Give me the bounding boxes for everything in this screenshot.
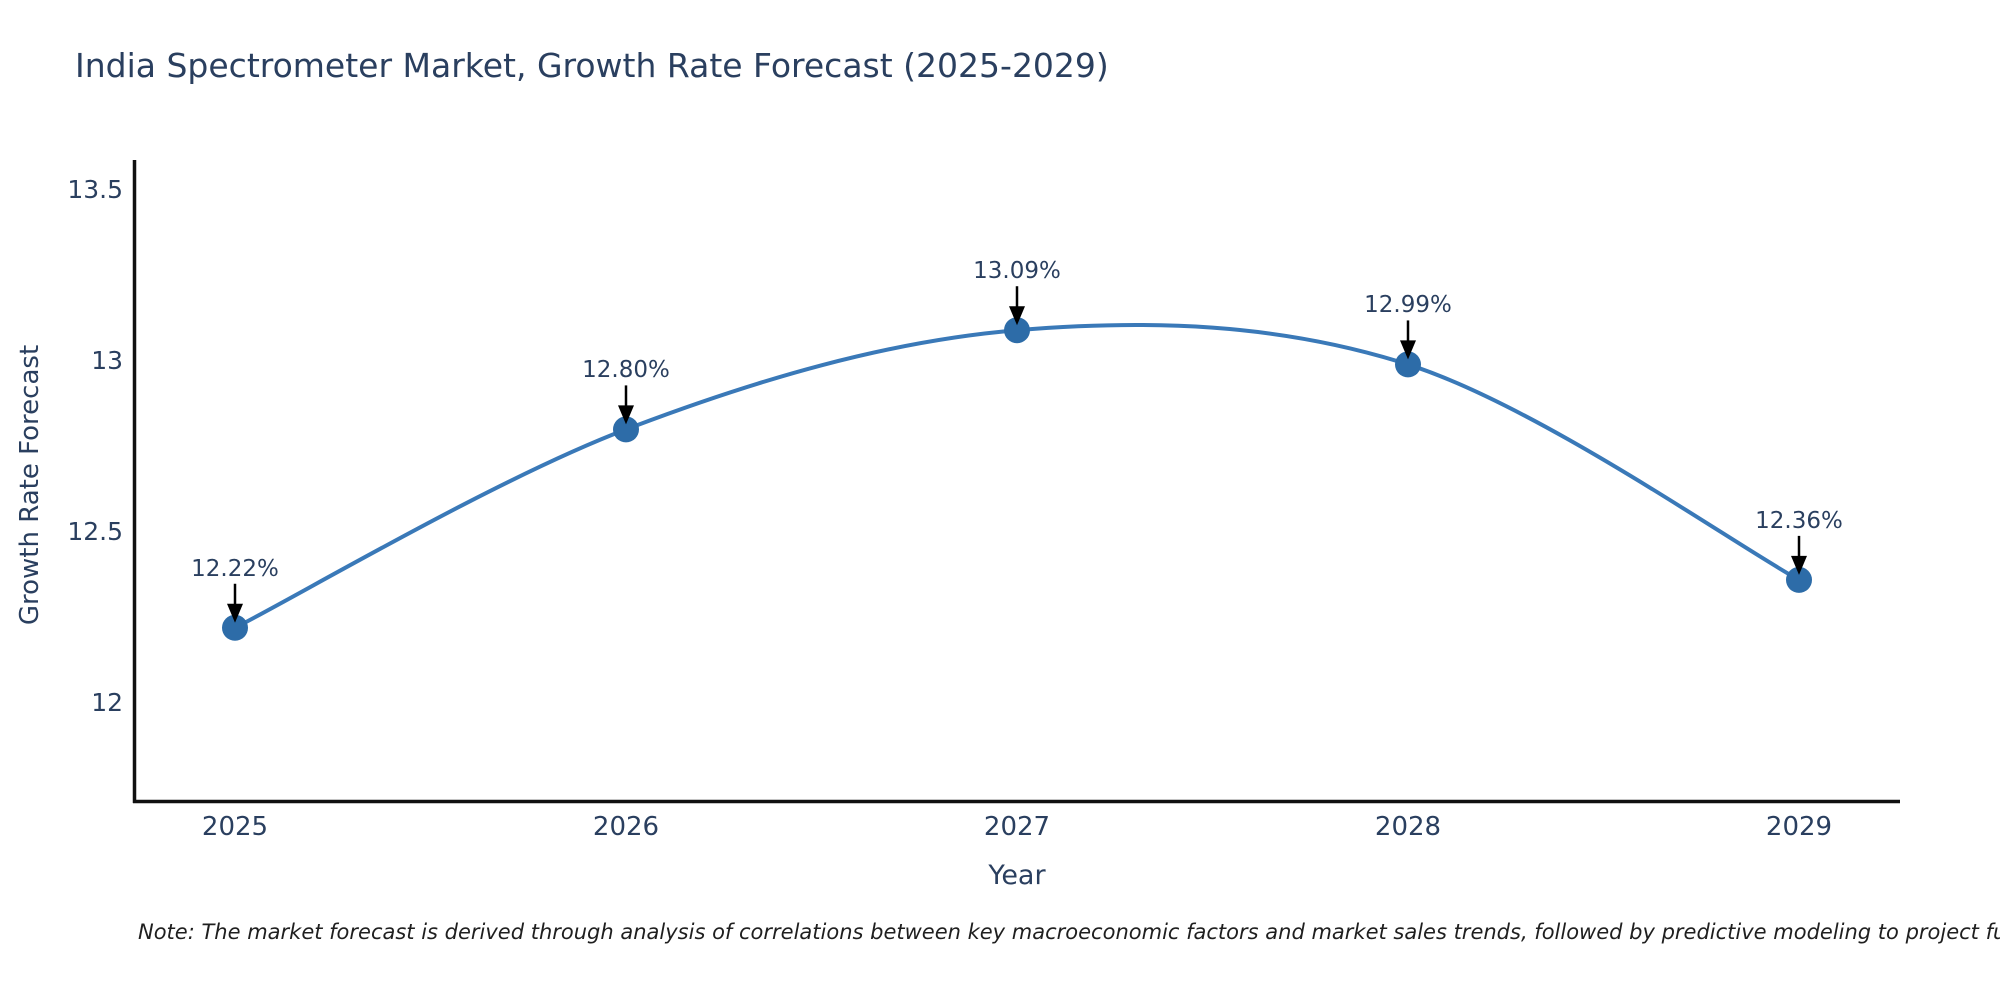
annotation-arrow-head	[618, 405, 634, 425]
x-tick-label: 2028	[1374, 812, 1442, 842]
y-tick-label: 12.5	[67, 517, 123, 546]
annotation-arrow-head	[1009, 306, 1025, 326]
point-annotation: 12.36%	[1755, 507, 1843, 534]
data-point-marker	[1004, 317, 1030, 344]
y-tick-label: 13	[91, 346, 123, 375]
trend-line	[233, 322, 1801, 630]
point-annotation: 12.80%	[582, 357, 670, 384]
annotation-arrow-head	[1400, 340, 1416, 360]
y-tick-label: 12	[91, 688, 123, 717]
point-annotation: 13.09%	[973, 258, 1061, 285]
y-axis-title: Growth Rate Forecast	[15, 344, 45, 626]
annotation-arrow-head	[1791, 555, 1807, 575]
point-annotation: 12.22%	[191, 555, 279, 582]
data-point-marker	[1786, 566, 1812, 593]
x-tick-label: 2027	[983, 812, 1051, 842]
annotation-arrow-head	[227, 603, 243, 623]
data-point-marker	[613, 416, 639, 443]
y-tick-label: 13.5	[67, 175, 123, 204]
x-axis-title: Year	[988, 860, 1046, 891]
data-point-marker	[222, 614, 248, 641]
data-point-marker	[1395, 351, 1421, 378]
chart-title: India Spectrometer Market, Growth Rate F…	[75, 46, 1109, 85]
point-annotation: 12.99%	[1364, 292, 1452, 319]
x-tick-label: 2029	[1765, 812, 1833, 842]
x-tick-label: 2025	[201, 812, 269, 842]
x-tick-label: 2026	[592, 812, 660, 842]
chart-footnote: Note: The market forecast is derived thr…	[138, 920, 2000, 944]
